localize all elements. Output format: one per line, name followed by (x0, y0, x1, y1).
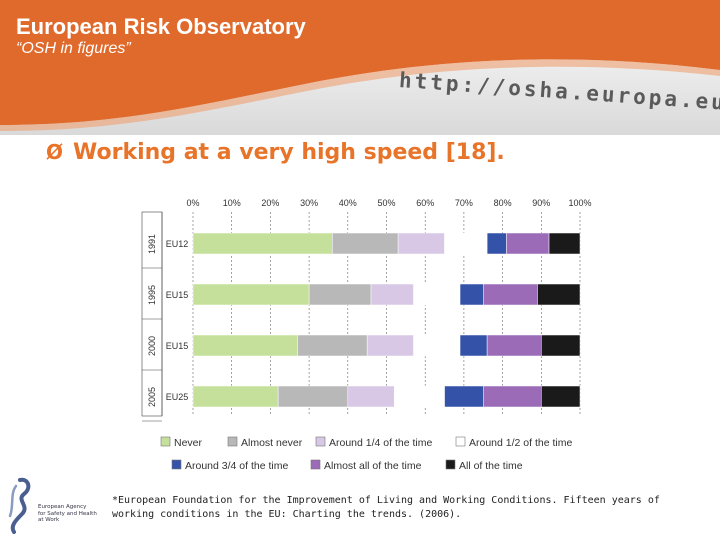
bar-segment (459, 283, 484, 306)
logo-line: at Work (38, 517, 60, 523)
bar-segment (308, 283, 372, 306)
x-tick-label: 50% (377, 198, 395, 208)
page-subtitle: “OSH in figures” (16, 40, 131, 57)
bar-segment (413, 334, 461, 357)
legend-label: Almost never (241, 437, 303, 449)
bar-segment (541, 334, 581, 357)
year-label: 1995 (147, 285, 157, 305)
bar-segment (486, 232, 507, 255)
row-label: EU25 (166, 392, 189, 402)
bar-segment (483, 385, 542, 408)
legend-label: All of the time (459, 460, 523, 472)
bar-segment (192, 283, 310, 306)
bar-segment (444, 232, 488, 255)
bar-segment (366, 334, 414, 357)
bar-segment (483, 283, 538, 306)
year-label: 1991 (147, 234, 157, 254)
row-label: EU12 (166, 239, 189, 249)
x-tick-label: 100% (568, 198, 591, 208)
year-label: 2005 (147, 387, 157, 407)
bar-segment (192, 232, 333, 255)
bar-segment (486, 334, 542, 357)
bar-segment (506, 232, 550, 255)
x-tick-label: 70% (455, 198, 473, 208)
slide-heading: Ø Working at a very high speed [18]. (46, 140, 505, 165)
legend-swatch (227, 436, 238, 447)
legend-swatch (315, 436, 326, 447)
bar-segment (192, 385, 279, 408)
bar-segment (444, 385, 484, 408)
logo-line: for Safety and Health (38, 510, 97, 517)
legend-swatch (310, 459, 321, 470)
bar-segment (370, 283, 414, 306)
slide-heading-text: Working at a very high speed [18]. (73, 140, 505, 165)
bar-segment (413, 283, 461, 306)
x-tick-label: 60% (416, 198, 434, 208)
bar-segment (332, 232, 399, 255)
legend-label: Around 3/4 of the time (185, 460, 288, 472)
bar-segment (192, 334, 298, 357)
bar-segment (347, 385, 395, 408)
bar-segment (548, 232, 581, 255)
stacked-bar-chart: 0% 10% 20% 30% 40% 50% 60% 70% 80% 90% 100% 1991 EU1… (141, 198, 592, 472)
logo-line: European Agency (38, 504, 87, 510)
legend-swatch (160, 436, 171, 447)
x-tick-label: 40% (339, 198, 357, 208)
bar-segment (277, 385, 349, 408)
legend-label: Around 1/2 of the time (469, 437, 572, 449)
legend-swatch (455, 436, 466, 447)
bar-segment (393, 385, 445, 408)
agency-logo-text: European Agency for Safety and Health at… (38, 504, 98, 524)
page-title: European Risk Observatory (16, 14, 306, 39)
row-label: EU15 (166, 290, 189, 300)
legend-swatch (171, 459, 182, 470)
x-tick-label: 10% (223, 198, 241, 208)
bullet-arrow-icon: Ø (46, 140, 64, 164)
x-tick-label: 80% (494, 198, 512, 208)
agency-logo (8, 477, 31, 534)
header-banner (0, 0, 720, 135)
x-tick-label: 30% (300, 198, 318, 208)
x-tick-label: 0% (186, 198, 199, 208)
legend-label: Never (174, 437, 203, 449)
bar-segment (537, 283, 581, 306)
source-footnote: *European Foundation for the Improvement… (112, 495, 660, 520)
x-tick-label: 20% (261, 198, 279, 208)
legend-swatch (445, 459, 456, 470)
legend-label: Around 1/4 of the time (329, 437, 432, 449)
bar-segment (397, 232, 445, 255)
row-label: EU15 (166, 341, 189, 351)
bar-segment (541, 385, 581, 408)
legend-label: Almost all of the time (324, 460, 422, 472)
bar-segment (459, 334, 488, 357)
year-label: 2000 (147, 336, 157, 356)
bar-segment (297, 334, 368, 357)
x-tick-label: 90% (532, 198, 550, 208)
